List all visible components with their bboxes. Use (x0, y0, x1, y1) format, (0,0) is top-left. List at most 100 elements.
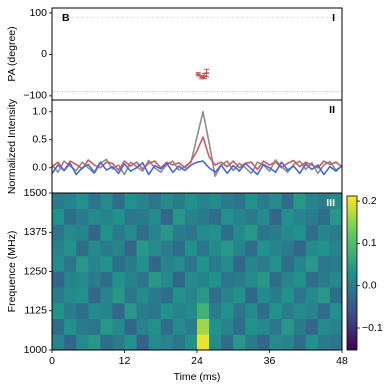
x-tick-label: 24 (191, 355, 203, 367)
heatmap-cell (100, 255, 113, 272)
heatmap-cell (64, 302, 77, 319)
heatmap-cell (317, 302, 331, 319)
heatmap-cell (136, 271, 150, 288)
heatmap-cell (293, 287, 307, 304)
heatmap-cell (112, 287, 125, 304)
heatmap-cell (329, 193, 343, 210)
heatmap-cell (245, 208, 258, 225)
y-tick-label: 1250 (24, 265, 48, 277)
heatmap-cell (148, 193, 162, 210)
heatmap-cell (269, 287, 282, 304)
heatmap-cell (329, 208, 343, 225)
heatmap-cell (269, 302, 282, 319)
heatmap-cell (160, 318, 174, 335)
heatmap-cell (245, 240, 258, 257)
heatmap-cell (257, 193, 270, 210)
heatmap-cell (124, 193, 137, 210)
heatmap-cell (245, 287, 258, 304)
heatmap-cell (76, 302, 89, 319)
heatmap-cell (293, 224, 307, 241)
heatmap-cell (148, 255, 162, 272)
heatmap-cell (257, 302, 270, 319)
heatmap-cell (148, 271, 162, 288)
heatmap-cell (233, 240, 246, 257)
heatmap-cell (317, 193, 331, 210)
heatmap-cell (293, 208, 307, 225)
x-tick-label: 12 (119, 355, 131, 367)
heatmap-cell (293, 302, 307, 319)
heatmap-cell (124, 271, 137, 288)
x-tick-label: 0 (49, 355, 55, 367)
heatmap-cell (317, 224, 331, 241)
heatmap-cell (184, 334, 198, 351)
heatmap-cell (136, 302, 150, 319)
heatmap-cell (88, 302, 101, 319)
heatmap-cell (76, 208, 89, 225)
heatmap-cell (52, 287, 65, 304)
heatmap-cell (257, 318, 270, 335)
heatmap-cell (317, 334, 331, 351)
heatmap-cell (52, 193, 65, 210)
heatmap-cell (160, 240, 174, 257)
heatmap-cell (100, 287, 113, 304)
heatmap-cell (88, 208, 101, 225)
heatmap-cell (233, 193, 246, 210)
y-axis-title: Normalized Intensity (6, 98, 18, 194)
heatmap-cell (269, 255, 282, 272)
heatmap-cell (233, 255, 246, 272)
heatmap-cell (136, 224, 150, 241)
heatmap-cell (209, 287, 222, 304)
heatmap-cell (293, 271, 307, 288)
heatmap-cell (221, 318, 234, 335)
heatmap-cell (197, 208, 210, 225)
heatmap-cell (88, 287, 101, 304)
heatmap-cell (245, 302, 258, 319)
heatmap-cell (64, 334, 77, 351)
heatmap-cell (64, 240, 77, 257)
heatmap-cell (88, 224, 101, 241)
heatmap-cell (221, 287, 234, 304)
heatmap-cell (233, 318, 246, 335)
heatmap-cell (197, 240, 210, 257)
heatmap-cell (76, 240, 89, 257)
heatmap-cell (172, 255, 186, 272)
panel-frame (51, 192, 343, 351)
heatmap-cell (52, 318, 65, 335)
heatmap-cell (148, 318, 162, 335)
panel-frame (51, 7, 343, 101)
heatmap-cell (64, 224, 77, 241)
heatmap-cell (329, 224, 343, 241)
heatmap-cell (136, 287, 150, 304)
heatmap-cell (245, 318, 258, 335)
heatmap-cell (221, 271, 234, 288)
heatmap-cell (281, 302, 295, 319)
heatmap-cell (305, 240, 319, 257)
heatmap-cell (148, 240, 162, 257)
heatmap-cell (317, 271, 331, 288)
heatmap-cell (257, 224, 270, 241)
heatmap-cell (305, 287, 319, 304)
heatmap-cell (245, 271, 258, 288)
y-tick-label: 0 (41, 48, 47, 60)
heatmap-cell (172, 302, 186, 319)
heatmap-cell (112, 302, 125, 319)
heatmap-cell (245, 255, 258, 272)
heatmap-cell (160, 271, 174, 288)
colorbar-tick-label: −0.1 (362, 322, 383, 334)
heatmap-cell (281, 271, 295, 288)
heatmap-cell (281, 318, 295, 335)
heatmap-cell (317, 255, 331, 272)
heatmap-cell (148, 208, 162, 225)
heatmap-cell (76, 271, 89, 288)
heatmap-cell (88, 240, 101, 257)
heatmap-cell (221, 240, 234, 257)
heatmap-cell (172, 240, 186, 257)
panel-label: III (326, 197, 335, 209)
heatmap-cell (317, 318, 331, 335)
heatmap-cell (172, 208, 186, 225)
heatmap-cell (136, 334, 150, 351)
heatmap-cell (184, 302, 198, 319)
heatmap-cell (257, 240, 270, 257)
heatmap-cell (52, 224, 65, 241)
heatmap-cell (136, 318, 150, 335)
